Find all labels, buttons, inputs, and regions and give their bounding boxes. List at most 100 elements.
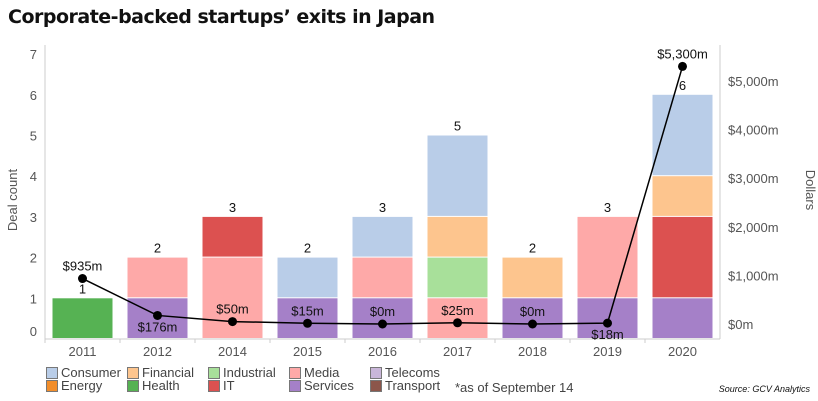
dollar-label: $935m xyxy=(63,259,103,274)
y-tick-label: 5 xyxy=(30,129,37,144)
x-tick-label: 2014 xyxy=(218,344,247,359)
source-note: Source: GCV Analytics xyxy=(718,384,810,394)
bar-segment-services xyxy=(652,298,713,338)
dollar-point xyxy=(303,318,312,328)
bar-segment-health xyxy=(52,298,113,338)
legend-item: Telecoms xyxy=(370,365,440,380)
bar-total-label: 3 xyxy=(379,200,386,215)
legend-item: Consumer xyxy=(46,365,121,380)
legend-label: Telecoms xyxy=(385,365,440,380)
y2-tick-label: $0m xyxy=(728,317,753,332)
dollar-label: $176m xyxy=(138,319,178,334)
bar-segment-services xyxy=(277,298,338,338)
bar-total-label: 1 xyxy=(79,281,86,296)
x-tick-label: 2020 xyxy=(668,344,697,359)
legend-swatch xyxy=(208,379,220,392)
legend-swatch xyxy=(46,366,58,379)
x-tick-label: 2019 xyxy=(593,344,622,359)
legend-item: Energy xyxy=(46,378,102,393)
bar-segment-services xyxy=(352,298,413,338)
legend-swatch xyxy=(208,366,220,379)
dollar-label: $0m xyxy=(520,304,545,319)
dollar-point xyxy=(678,61,687,71)
bar-segment-financial xyxy=(502,257,563,298)
legend-item: Health xyxy=(127,378,180,393)
bar-segment-it xyxy=(202,216,263,257)
x-tick-label: 2017 xyxy=(443,344,472,359)
legend-label: Industrial xyxy=(223,365,276,380)
y-tick-label: 1 xyxy=(30,291,37,306)
bar-segment-financial xyxy=(652,176,713,216)
dollar-label: $0m xyxy=(370,304,395,319)
dollar-label: $50m xyxy=(216,302,249,317)
x-tick-label: 2012 xyxy=(143,344,172,359)
bar-segment-consumer xyxy=(427,135,488,216)
legend-swatch xyxy=(46,379,58,392)
chart: 0 1 2 3 4 5 6 7 $0m $1,000m $2,000m $3,000m $4,000m $… xyxy=(5,45,818,359)
bar-segment-media xyxy=(127,257,188,298)
bar-segment-media xyxy=(577,216,638,298)
bar-total-label: 2 xyxy=(529,241,536,256)
dollar-point xyxy=(228,317,237,327)
chart-title: Corporate-backed startups’ exits in Japa… xyxy=(8,6,435,28)
dollar-label: $18m xyxy=(591,327,624,342)
y2-axis-title: Dollars xyxy=(803,170,818,211)
legend-swatch xyxy=(289,366,301,379)
legend-swatch xyxy=(127,366,139,379)
y-tick-label: 0 xyxy=(30,324,37,339)
legend-item: Industrial xyxy=(208,365,276,380)
dollar-label: $15m xyxy=(291,303,324,318)
x-tick-label: 2015 xyxy=(293,344,322,359)
legend-item: Media xyxy=(289,365,339,380)
bar-segment-industrial xyxy=(427,257,488,298)
legend-swatch xyxy=(127,379,139,392)
bar-segment-media xyxy=(427,298,488,338)
bar-total-label: 6 xyxy=(679,78,686,93)
dollar-point xyxy=(603,318,612,328)
x-tick-label: 2011 xyxy=(69,344,97,359)
legend-item: IT xyxy=(208,378,235,393)
bar-segment-consumer xyxy=(352,216,413,257)
dollar-point xyxy=(378,319,387,329)
legend-item: Services xyxy=(289,378,354,393)
dollar-label: $5,300m xyxy=(657,46,708,61)
x-tick-label: 2016 xyxy=(368,344,397,359)
bar-total-label: 2 xyxy=(304,241,311,256)
y-tick-label: 7 xyxy=(30,47,37,62)
y-tick-label: 4 xyxy=(30,169,37,184)
legend-label: Energy xyxy=(61,378,103,393)
y2-tick-label: $2,000m xyxy=(728,220,779,235)
dollar-point xyxy=(78,274,87,284)
legend-label: Services xyxy=(304,378,354,393)
bar-segment-it xyxy=(652,216,713,298)
dollar-point xyxy=(528,319,537,329)
legend-label: IT xyxy=(223,378,235,393)
bar-segment-financial xyxy=(427,216,488,257)
legend-label: Media xyxy=(304,365,340,380)
y2-tick-label: $1,000m xyxy=(728,268,779,283)
dollar-point xyxy=(453,318,462,328)
dollar-point xyxy=(153,310,162,320)
bar-total-label: 5 xyxy=(454,119,461,134)
legend-label: Consumer xyxy=(61,365,121,380)
bar-total-label: 2 xyxy=(154,241,161,256)
bar-segment-services xyxy=(502,298,563,338)
bar-segment-consumer xyxy=(652,94,713,176)
dollar-label: $25m xyxy=(441,303,474,318)
y2-tick-label: $4,000m xyxy=(728,123,779,138)
legend-label: Transport xyxy=(385,378,441,393)
bar-total-label: 3 xyxy=(604,200,611,215)
y2-tick-label: $3,000m xyxy=(728,171,779,186)
y-tick-label: 6 xyxy=(30,88,37,103)
legend-item: Transport xyxy=(370,378,440,393)
y-axis-title: Deal count xyxy=(5,169,20,232)
bar-total-label: 3 xyxy=(229,200,236,215)
y2-tick-label: $5,000m xyxy=(728,74,779,89)
y-tick-label: 2 xyxy=(30,251,37,266)
bar-segment-consumer xyxy=(277,257,338,298)
legend-swatch xyxy=(289,379,301,392)
x-tick-label: 2018 xyxy=(518,344,547,359)
footnote: *as of September 14 xyxy=(455,380,574,395)
y-tick-label: 3 xyxy=(30,210,37,225)
bar-segment-services xyxy=(577,298,638,338)
